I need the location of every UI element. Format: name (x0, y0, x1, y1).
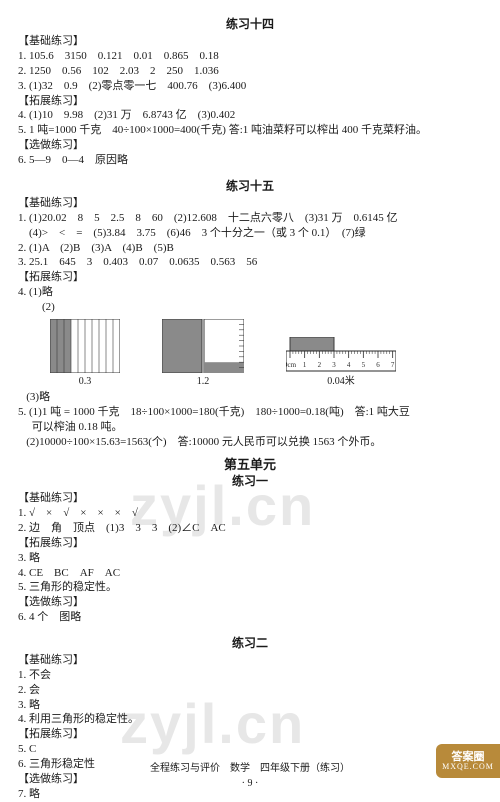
svg-text:1: 1 (303, 361, 307, 369)
u5p2-ext-1: 5. C (18, 742, 482, 757)
u5p1-base-label: 【基础练习】 (18, 491, 482, 506)
svg-text:5: 5 (362, 361, 366, 369)
p14-base-2: 2. 1250 0.56 102 2.03 2 250 1.036 (18, 64, 482, 79)
p15-fig-c: 0cm 1 2 3 4 5 6 7 0.04米 (286, 337, 396, 389)
u5p2-base-1: 1. 不会 (18, 668, 482, 683)
practice-14-title: 练习十四 (18, 16, 482, 32)
p15-fig-b: 1.2 (162, 319, 244, 389)
u5p1-ext-3: 5. 三角形的稳定性。 (18, 580, 482, 595)
u5p2-opt-1: 7. 略 (18, 787, 482, 802)
p14-opt-1: 6. 5—9 0—4 原因略 (18, 153, 482, 168)
u5-p2-title: 练习二 (18, 635, 482, 651)
p15-ext-t4: (2)10000÷100×15.63=1563(个) 答:10000 元人民币可… (18, 435, 482, 450)
p14-ext-2: 5. 1 吨=1000 千克 40÷100×1000=400(千克) 答:1 吨… (18, 123, 482, 138)
u5p1-opt-1: 6. 4 个 图略 (18, 610, 482, 625)
u5p2-base-4: 4. 利用三角形的稳定性。 (18, 712, 482, 727)
p15-base-4: 3. 25.1 645 3 0.403 0.07 0.0635 0.563 56 (18, 255, 482, 270)
p15-base-1: 1. (1)20.02 8 5 2.5 8 60 (2)12.608 十二点六零… (18, 211, 482, 226)
page-content: 练习十四 【基础练习】 1. 105.6 3150 0.121 0.01 0.8… (18, 16, 482, 802)
grid-0-3-icon (50, 319, 120, 373)
p14-base-3: 3. (1)32 0.9 (2)零点零一七 400.76 (3)6.400 (18, 79, 482, 94)
p15-ext-head: 4. (1)略 (18, 285, 482, 300)
u5p1-ext-1: 3. 略 (18, 551, 482, 566)
fig-c-caption: 0.04米 (327, 375, 355, 389)
svg-text:7: 7 (391, 361, 395, 369)
u5p2-ext-2: 6. 三角形稳定性 (18, 757, 482, 772)
svg-text:2: 2 (318, 361, 322, 369)
u5p2-base-2: 2. 会 (18, 683, 482, 698)
u5p1-ext-label: 【拓展练习】 (18, 536, 482, 551)
practice-15-title: 练习十五 (18, 178, 482, 194)
p15-ext-t2: 5. (1)1 吨 = 1000 千克 18÷100×1000=180(千克) … (18, 405, 482, 420)
p15-ext-t1: (3)略 (18, 390, 482, 405)
u5p2-opt-label: 【选做练习】 (18, 772, 482, 787)
brand-badge: 答案圈 MXQE.COM (436, 744, 500, 778)
u5p2-base-label: 【基础练习】 (18, 653, 482, 668)
badge-sub: MXQE.COM (442, 763, 494, 772)
p14-base-label: 【基础练习】 (18, 34, 482, 49)
u5p1-ext-2: 4. CE BC AF AC (18, 566, 482, 581)
p15-ext-label: 【拓展练习】 (18, 270, 482, 285)
p15-fig-a: 0.3 (50, 319, 120, 389)
u5p1-base-2: 2. 边 角 顶点 (1)3 3 3 (2)∠C AC (18, 521, 482, 536)
svg-text:6: 6 (376, 361, 380, 369)
u5-p1-title: 练习一 (18, 473, 482, 489)
p15-ext-t3: 可以榨油 0.18 吨。 (18, 420, 482, 435)
p14-ext-1: 4. (1)10 9.98 (2)31 万 6.8743 亿 (3)0.402 (18, 108, 482, 123)
ruler-0-04m-icon: 0cm 1 2 3 4 5 6 7 (286, 337, 396, 373)
p15-base-2: (4)> < = (5)3.84 3.75 (6)46 3 个十分之一（或 3 … (18, 226, 482, 241)
p15-figure-row: 0.3 1.2 0cm 1 2 3 4 5 6 7 0.04米 (18, 319, 482, 389)
p15-base-3: 2. (1)A (2)B (3)A (4)B (5)B (18, 241, 482, 256)
p14-base-1: 1. 105.6 3150 0.121 0.01 0.865 0.18 (18, 49, 482, 64)
p14-opt-label: 【选做练习】 (18, 138, 482, 153)
blocks-1-2-icon (162, 319, 244, 373)
u5p1-opt-label: 【选做练习】 (18, 595, 482, 610)
svg-text:0cm: 0cm (286, 361, 297, 369)
u5p1-base-1: 1. √ × √ × × × √ (18, 506, 482, 521)
badge-main: 答案圈 (452, 751, 485, 763)
p15-ext-sub: (2) (18, 300, 482, 315)
fig-b-caption: 1.2 (197, 375, 210, 389)
svg-text:3: 3 (332, 361, 336, 369)
u5p2-base-3: 3. 略 (18, 698, 482, 713)
p14-ext-label: 【拓展练习】 (18, 94, 482, 109)
unit5-title: 第五单元 (18, 456, 482, 474)
fig-a-caption: 0.3 (79, 375, 92, 389)
p15-base-label: 【基础练习】 (18, 196, 482, 211)
svg-text:4: 4 (347, 361, 351, 369)
u5p2-ext-label: 【拓展练习】 (18, 727, 482, 742)
